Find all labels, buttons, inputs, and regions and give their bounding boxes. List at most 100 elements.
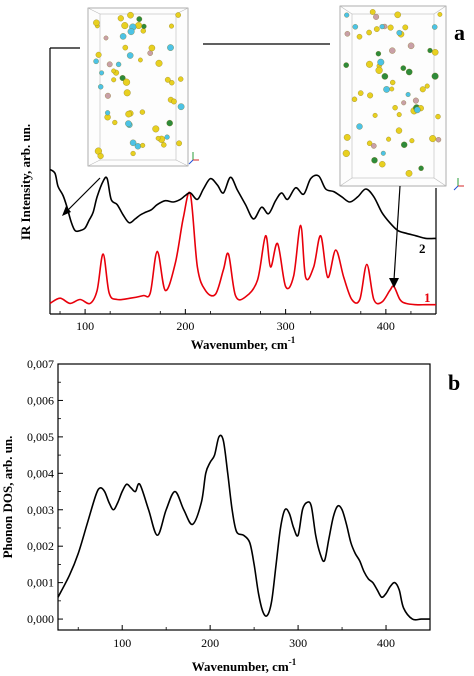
ir-spectrum-series-1 — [49, 191, 436, 306]
atom-sphere — [402, 24, 409, 31]
atom-sphere — [169, 23, 174, 29]
series-2-label: 2 — [419, 241, 426, 256]
series-1-label: 1 — [424, 290, 431, 305]
atom-sphere — [357, 90, 364, 96]
atom-sphere — [366, 60, 373, 68]
atom-sphere — [169, 80, 175, 86]
atom-sphere — [401, 100, 407, 106]
crystal-structure-right — [339, 5, 447, 187]
atom-sphere — [342, 149, 350, 157]
panel-b-y-tick-label: 0,003 — [27, 503, 54, 517]
atom-sphere — [115, 61, 122, 68]
atom-sphere — [121, 22, 129, 30]
panel-a-y-axis-label: IR Intensity, arb. un. — [18, 124, 33, 240]
atom-sphere — [419, 86, 426, 93]
atom-sphere — [405, 92, 411, 97]
atom-sphere — [98, 84, 104, 90]
atom-sphere — [140, 28, 146, 34]
atom-sphere — [161, 142, 167, 148]
atom-sphere — [369, 9, 376, 15]
atom-sphere — [140, 142, 146, 148]
atom-sphere — [135, 22, 143, 29]
atom-sphere — [105, 110, 111, 116]
atom-sphere — [93, 58, 99, 65]
atom-sphere — [352, 24, 359, 30]
atom-sphere — [371, 157, 378, 164]
atom-sphere — [379, 24, 385, 30]
atom-sphere — [147, 50, 153, 56]
atom-sphere — [431, 49, 439, 56]
atom-sphere — [166, 119, 173, 127]
atom-sphere — [104, 92, 111, 99]
panel-b-frame — [57, 363, 431, 631]
atom-sphere — [123, 89, 131, 97]
panel-a: a — [18, 5, 465, 352]
atom-sphere — [171, 98, 177, 105]
atom-sphere — [152, 125, 160, 133]
atom-sphere — [389, 86, 395, 92]
atom-sphere — [375, 51, 382, 57]
atom-sphere — [366, 140, 373, 146]
atom-sphere — [93, 19, 100, 27]
panel-b-x-tick-label: 100 — [113, 636, 131, 650]
atom-sphere — [136, 16, 143, 22]
atom-sphere — [366, 29, 372, 36]
atom-sphere — [155, 59, 163, 67]
atom-sphere — [344, 31, 351, 37]
atom-sphere — [97, 152, 104, 160]
atom-sphere — [437, 12, 443, 17]
panel-a-x-tick-label: 200 — [176, 319, 194, 333]
atom-sphere — [103, 35, 109, 41]
atom-sphere — [117, 15, 124, 22]
atom-sphere — [122, 44, 129, 51]
phonon-dos-curve — [57, 434, 430, 621]
atom-sphere — [383, 86, 390, 93]
panel-a-x-tick-label: 100 — [76, 319, 94, 333]
atom-sphere — [111, 77, 117, 83]
atom-sphere — [148, 44, 156, 52]
atom-sphere — [407, 42, 415, 50]
panel-b-y-tick-label: 0,004 — [27, 466, 54, 480]
atom-sphere — [375, 66, 383, 74]
atom-sphere — [127, 11, 134, 19]
atom-sphere — [126, 52, 134, 59]
atom-sphere — [112, 119, 118, 126]
atom-sphere — [401, 141, 408, 148]
atom-sphere — [424, 83, 430, 89]
panel-b-y-tick-label: 0,001 — [27, 576, 54, 590]
axis-triad-right — [453, 178, 464, 191]
atom-sphere — [122, 78, 131, 86]
atom-sphere — [125, 120, 132, 127]
atom-sphere — [400, 65, 407, 71]
atom-sphere — [405, 68, 413, 76]
atom-sphere — [95, 51, 102, 58]
atom-sphere — [343, 134, 351, 141]
atom-sphere — [367, 92, 374, 99]
atom-sphere — [130, 150, 136, 157]
atom-sphere — [396, 112, 402, 118]
atom-sphere — [371, 143, 377, 149]
panel-b-x-tick-label: 400 — [377, 636, 395, 650]
arrow-to-left-mode — [62, 177, 101, 216]
atom-sphere — [431, 24, 438, 30]
axis-triad-left — [188, 152, 199, 165]
atom-sphere — [386, 136, 392, 142]
atom-sphere — [356, 33, 363, 40]
atom-sphere — [380, 150, 386, 156]
atom-sphere — [177, 103, 185, 111]
atom-sphere — [412, 97, 419, 104]
atom-sphere — [409, 138, 415, 144]
atom-sphere — [344, 12, 350, 18]
panel-b-y-tick-label: 0,006 — [27, 393, 54, 407]
ir-spectrum-series-2 — [49, 168, 437, 240]
atom-sphere — [343, 62, 349, 68]
atom-sphere — [373, 13, 380, 20]
atom-sphere — [127, 28, 135, 36]
atom-sphere — [119, 75, 126, 81]
panel-a-x-axis-label: Wavenumber, cm-1 — [191, 335, 296, 352]
atom-sphere — [106, 61, 113, 68]
atom-sphere — [377, 58, 385, 66]
panel-b-y-tick-label: 0,000 — [27, 612, 54, 626]
atom-sphere — [414, 106, 421, 114]
